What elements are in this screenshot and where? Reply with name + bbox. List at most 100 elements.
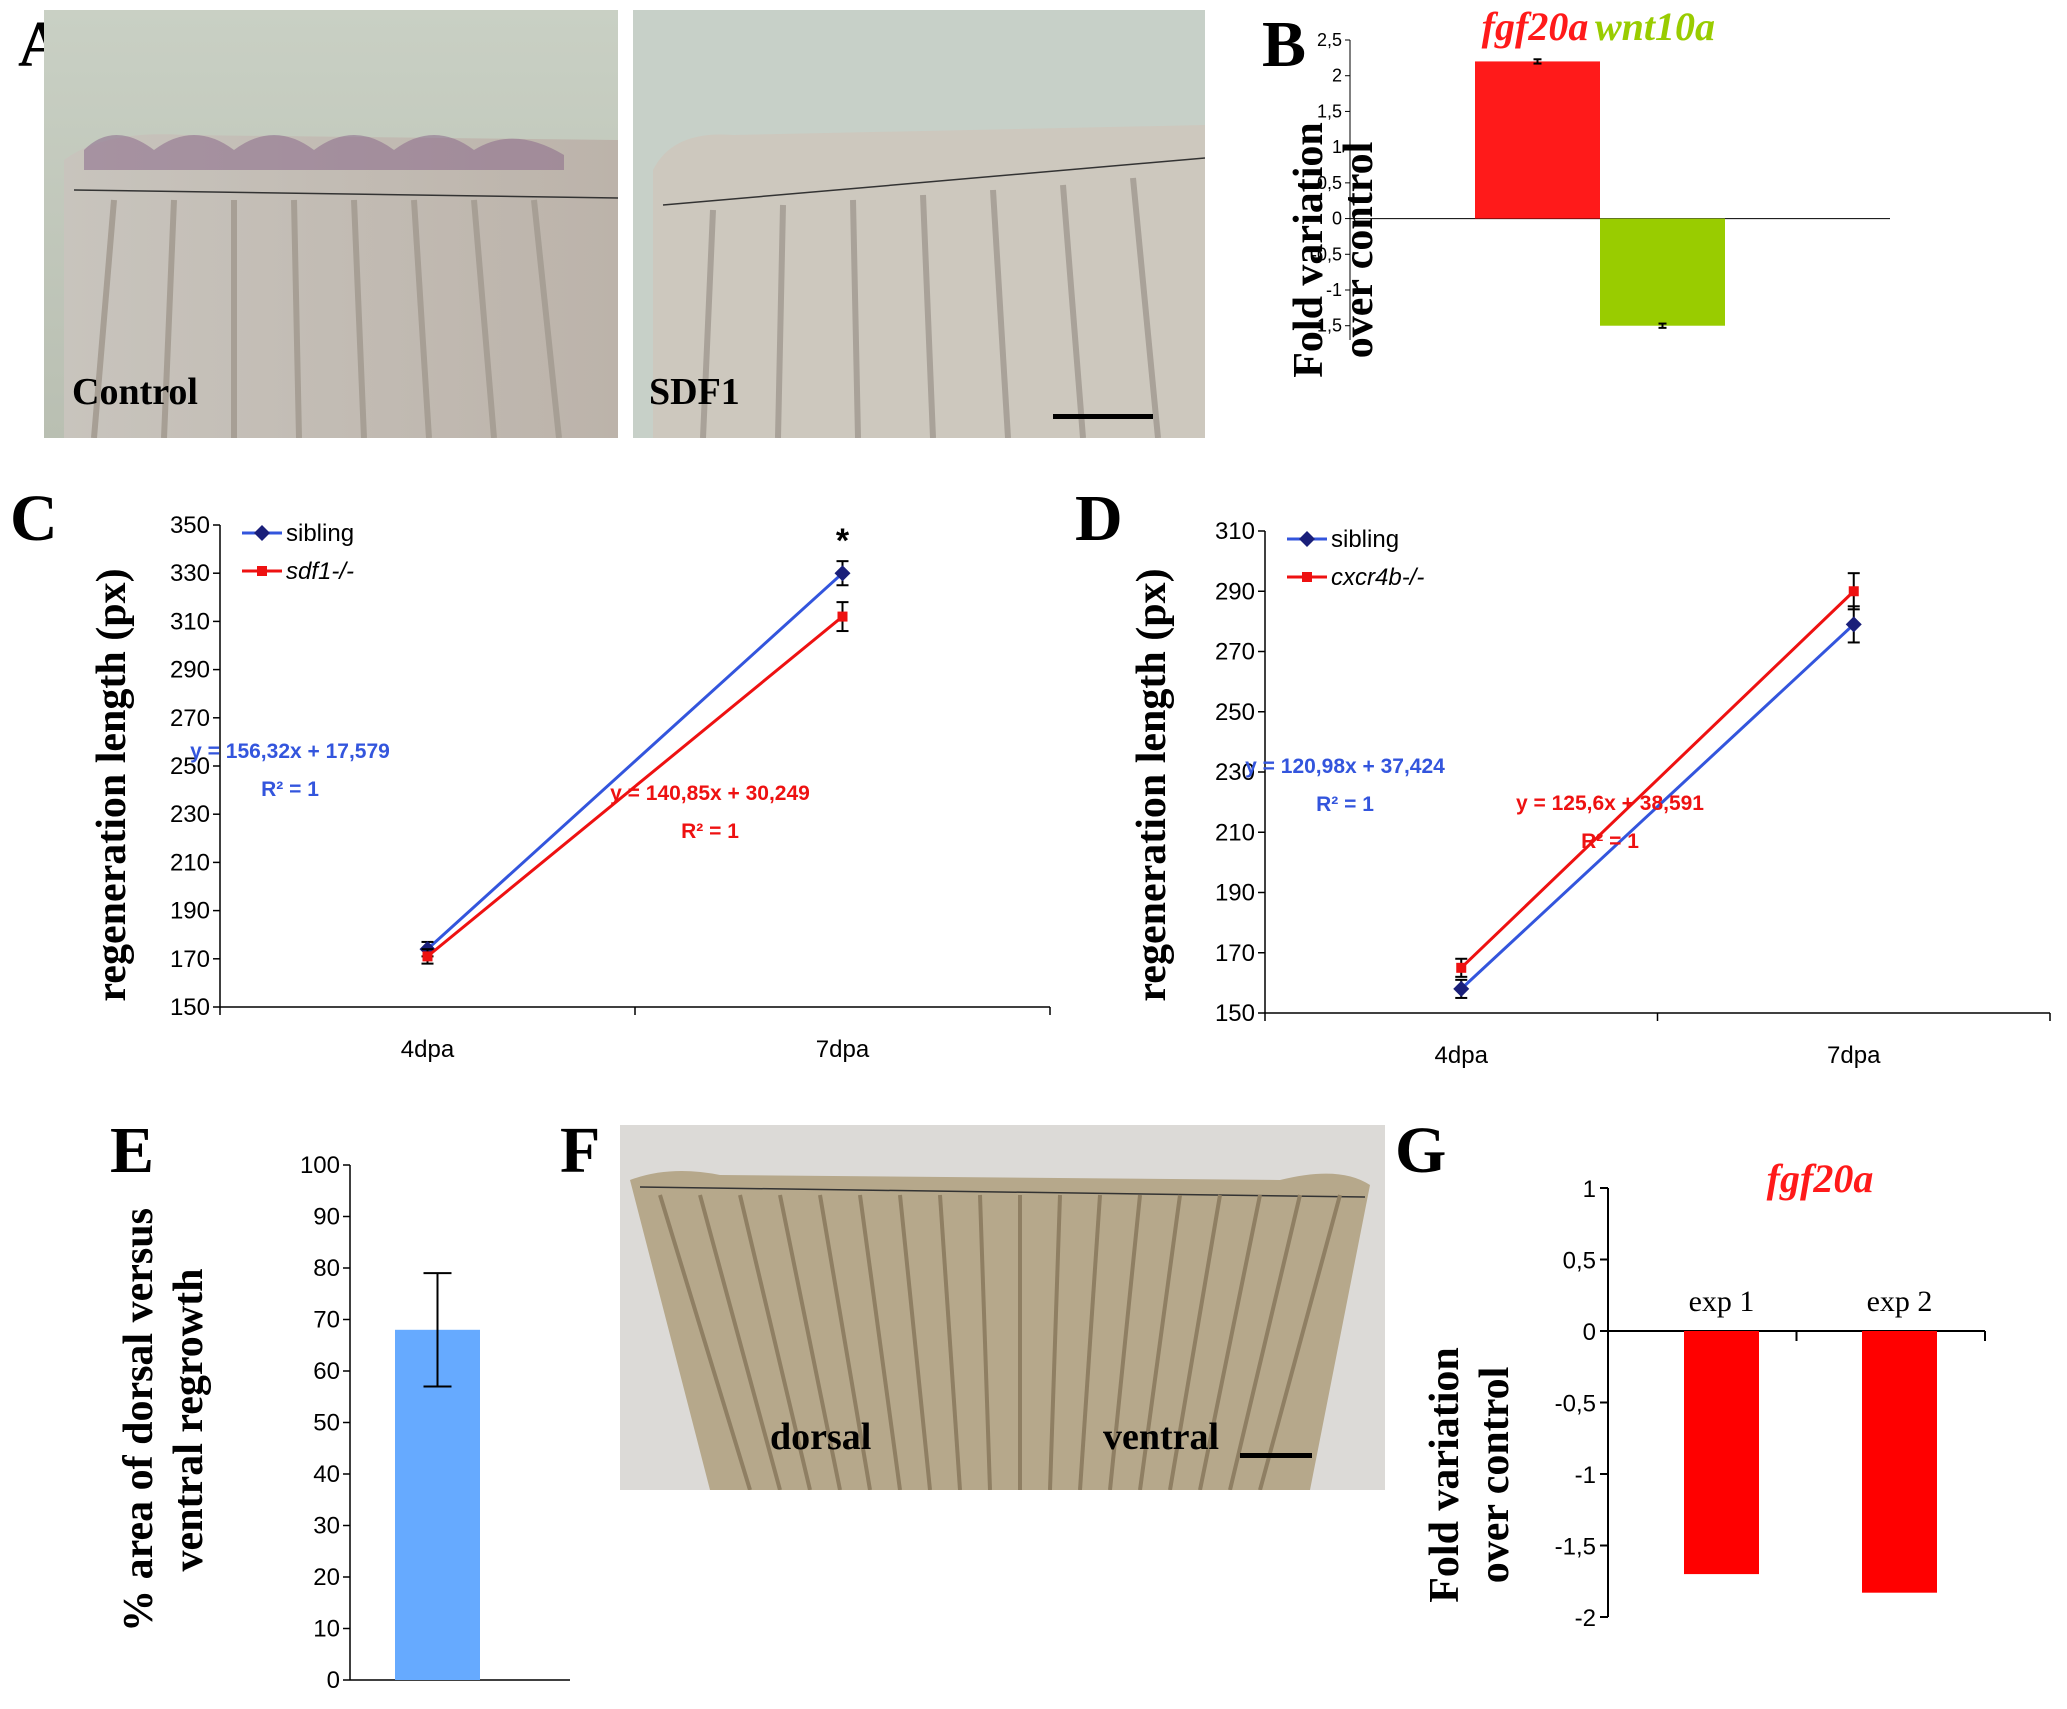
ytick-label-e: 10 (313, 1616, 340, 1643)
trendline-r2: R² = 1 (681, 820, 739, 843)
fin-overview-image (620, 1125, 1385, 1490)
ytick-label-e: 0 (327, 1667, 340, 1694)
ytick-label: 150 (1215, 1000, 1255, 1027)
dorsal-label: dorsal (770, 1416, 872, 1458)
trendline-r2: R² = 1 (261, 778, 319, 801)
series-line-cxcr4b-/- (1460, 590, 1855, 969)
legend-label-cxcr4b-/-: cxcr4b-/- (1331, 564, 1424, 591)
ytick-label: 290 (1215, 578, 1255, 605)
bar-b-fgf20a (1475, 61, 1600, 219)
ytick-label-b: 2,5 (1317, 30, 1342, 50)
ytick-label-g: -1 (1575, 1462, 1596, 1489)
ytick-label: 290 (170, 657, 210, 684)
legend-marker (1299, 531, 1315, 547)
ylabel-d: regeneration length (px) (1129, 568, 1175, 1001)
legend-label-sibling: sibling (1331, 526, 1399, 553)
series-line-sdf1-/- (426, 615, 844, 958)
trendline-equation: y = 125,6x + 38,591 (1516, 792, 1704, 815)
ytick-label: 170 (170, 946, 210, 973)
point-sibling (834, 565, 851, 582)
legend-label-sdf1-/-: sdf1-/- (286, 558, 354, 585)
trendline-equation: y = 140,85x + 30,249 (610, 782, 810, 805)
ytick-label: 190 (170, 898, 210, 925)
scale-bar-f (1240, 1453, 1312, 1458)
sdf1-label: SDF1 (649, 371, 740, 413)
ylabel-c: regeneration length (px) (89, 568, 135, 1001)
chart-e: % area of dorsal versus ventral regrowth… (116, 1152, 570, 1694)
gene-label-wnt10a: wnt10a (1595, 4, 1715, 49)
xtick-label: 4dpa (1435, 1042, 1489, 1069)
chart-c: regeneration length (px) 350 330 310 290 270… (89, 512, 1051, 1063)
ytick-label-e: 60 (313, 1358, 340, 1385)
panel-letter-b: B (1262, 8, 1307, 81)
ytick-label-g: 0,5 (1563, 1248, 1596, 1275)
ylabel-e-line1: % area of dorsal versus (116, 1208, 162, 1632)
point-sdf1-/- (422, 951, 433, 962)
ytick-label-e: 90 (313, 1204, 340, 1231)
ytick-label-b: 0,5 (1317, 173, 1342, 193)
ytick-label-b: 1,5 (1317, 101, 1342, 121)
legend-label-sibling: sibling (286, 520, 354, 547)
chart-g-title: fgf20a (1767, 1156, 1874, 1201)
ytick-label: 230 (1215, 759, 1255, 786)
ytick-label: 310 (170, 608, 210, 635)
ytick-label-g: 0 (1583, 1319, 1596, 1346)
panel-letter-d: D (1075, 482, 1123, 555)
gene-label-fgf20a: fgf20a (1482, 4, 1589, 49)
ytick-label-b: -1 (1326, 280, 1342, 300)
trendline-r2: R² = 1 (1581, 830, 1639, 853)
ytick-label-b: -0,5 (1311, 244, 1342, 264)
ylabel-e-line2: ventral regrowth (166, 1269, 212, 1572)
panel-letter-c: C (10, 482, 58, 555)
ytick-label-b: 1 (1332, 137, 1342, 157)
series-line-sibling (1460, 623, 1855, 990)
ytick-label-e: 30 (313, 1513, 340, 1540)
ytick-label-g: 1 (1583, 1176, 1596, 1203)
bar-e (395, 1329, 480, 1680)
ytick-label-e: 40 (313, 1461, 340, 1488)
control-fin-photo: Control (44, 10, 618, 438)
ytick-label-g: -0,5 (1555, 1391, 1596, 1418)
point-cxcr4b-/- (1848, 586, 1859, 597)
point-sibling (1845, 616, 1862, 633)
chart-g: Fold variation over control fgf20a 1 0,5 0… (1422, 1156, 1986, 1632)
ytick-label: 190 (1215, 880, 1255, 907)
legend-marker (257, 566, 267, 576)
ytick-label: 330 (170, 560, 210, 587)
ytick-label: 270 (170, 705, 210, 732)
ytick-label: 350 (170, 512, 210, 539)
ytick-label: 270 (1215, 639, 1255, 666)
ventral-label: ventral (1103, 1416, 1220, 1458)
scale-bar (1053, 414, 1153, 419)
point-sdf1-/- (837, 611, 848, 622)
ytick-label-e: 100 (300, 1152, 340, 1179)
control-label: Control (72, 371, 198, 413)
ytick-label-g: -2 (1575, 1605, 1596, 1632)
bar-g-1 (1684, 1331, 1759, 1575)
ylabel-b-line1: Fold variation (1286, 122, 1332, 378)
point-cxcr4b-/- (1456, 962, 1467, 973)
point-sibling (1453, 980, 1470, 997)
ytick-label: 250 (170, 753, 210, 780)
trendline-equation: y = 156,32x + 17,579 (190, 740, 390, 763)
bar-b-wnt10a (1600, 218, 1725, 326)
ytick-label: 210 (1215, 819, 1255, 846)
ytick-label-b: 2 (1332, 66, 1342, 86)
xtick-label: 7dpa (1827, 1042, 1881, 1069)
xtick-label: 4dpa (401, 1036, 455, 1063)
chart-d: regeneration length (px) 310 290 270 250 230… (1129, 518, 2051, 1069)
series-line-sibling (426, 572, 844, 951)
ylabel-g-line2: over control (1472, 1367, 1518, 1584)
sdf1-fin-image (633, 10, 1205, 438)
trendline-r2: R² = 1 (1316, 793, 1374, 816)
ytick-label: 230 (170, 801, 210, 828)
ytick-label-b: 0 (1332, 209, 1342, 229)
chart-b: Fold variation over control fgf20a wnt10… (1286, 4, 1890, 378)
panel-letter-e: E (110, 1114, 155, 1187)
ytick-label-e: 80 (313, 1255, 340, 1282)
legend-marker (1302, 572, 1312, 582)
ylabel-g-line1: Fold variation (1422, 1347, 1468, 1603)
bar-g-2 (1862, 1331, 1937, 1593)
category-label-g: exp 2 (1867, 1285, 1933, 1318)
ytick-label: 250 (1215, 699, 1255, 726)
